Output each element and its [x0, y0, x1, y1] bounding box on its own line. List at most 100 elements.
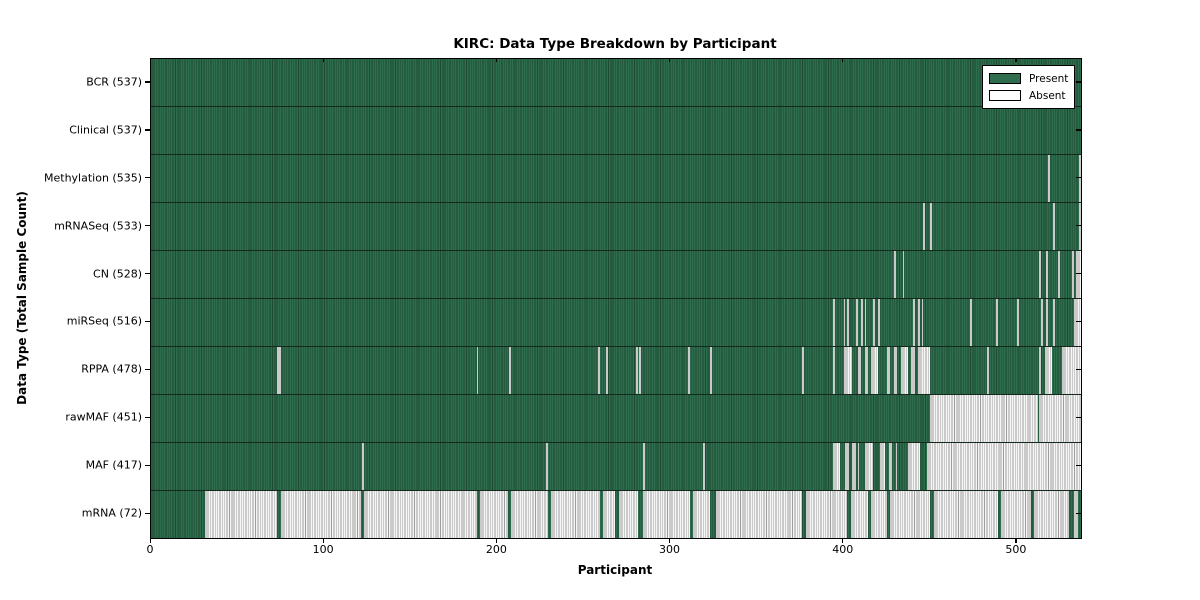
x-tick-mark — [495, 58, 498, 62]
absent-segment — [1079, 155, 1081, 202]
absent-segment — [987, 347, 990, 394]
legend-label-present: Present — [1029, 72, 1069, 85]
absent-segment — [887, 347, 891, 394]
absent-segment — [693, 491, 711, 538]
legend-entry-present: Present — [989, 70, 1068, 87]
absent-segment — [1039, 251, 1042, 298]
absent-segment — [913, 299, 915, 346]
absent-segment — [923, 203, 926, 250]
x-tick-mark — [1015, 58, 1017, 62]
y-axis-label: Data Type (Total Sample Count) — [15, 191, 29, 405]
y-tick-mark — [1076, 81, 1081, 83]
absent-segment — [902, 251, 905, 298]
absent-segment — [802, 347, 804, 394]
y-tick-mark — [145, 464, 150, 466]
absent-segment — [871, 347, 879, 394]
y-tick-label: Methylation (535) — [44, 171, 142, 185]
x-tick-label: 100 — [312, 543, 334, 556]
absent-segment — [1041, 299, 1043, 346]
absent-segment — [847, 299, 849, 346]
x-tick-mark — [495, 538, 498, 543]
y-tick-mark — [1076, 416, 1081, 418]
absent-segment — [603, 491, 616, 538]
absent-segment — [855, 299, 858, 346]
y-tick-label: mRNA (72) — [81, 506, 142, 520]
absent-segment — [873, 299, 875, 346]
y-tick-mark — [1076, 273, 1081, 275]
y-tick-mark — [1076, 225, 1081, 227]
absent-segment — [893, 347, 898, 394]
absent-segment — [933, 491, 998, 538]
absent-segment — [921, 299, 924, 346]
absent-segment — [930, 203, 933, 250]
y-tick-mark — [145, 273, 150, 275]
absent-swatch-icon — [989, 90, 1021, 101]
absent-segment — [1046, 251, 1049, 298]
row-CN — [151, 250, 1081, 298]
absent-segment — [1044, 347, 1052, 394]
y-tick-mark — [145, 129, 150, 131]
x-tick-label: 0 — [146, 543, 154, 556]
x-tick-mark — [1015, 538, 1017, 543]
absent-segment — [480, 491, 508, 538]
x-tick-label: 300 — [659, 543, 681, 556]
absent-segment — [864, 443, 874, 490]
absent-segment — [833, 299, 836, 346]
y-tick-label: rawMAF (451) — [65, 410, 142, 424]
absent-segment — [907, 443, 920, 490]
legend-entry-absent: Absent — [989, 87, 1068, 104]
row-rawMAF — [151, 394, 1081, 442]
row-mRNASeq — [151, 202, 1081, 250]
x-tick-mark — [322, 58, 324, 62]
row-Methylation — [151, 154, 1081, 202]
absent-segment — [1053, 299, 1055, 346]
y-tick-label: CN (528) — [93, 267, 142, 281]
absent-segment — [895, 443, 898, 490]
row-RPPA — [151, 346, 1081, 394]
x-axis-label: Participant — [577, 563, 653, 577]
y-tick-mark — [1076, 320, 1081, 323]
absent-segment — [551, 491, 600, 538]
absent-segment — [509, 347, 512, 394]
x-tick-mark — [842, 538, 844, 543]
y-tick-label: RPPA (478) — [81, 362, 142, 376]
absent-segment — [1001, 491, 1031, 538]
absent-segment — [1034, 491, 1069, 538]
absent-segment — [703, 443, 706, 490]
heatmap-rows — [151, 59, 1081, 538]
absent-segment — [1016, 299, 1019, 346]
absent-segment — [280, 491, 361, 538]
absent-segment — [850, 491, 868, 538]
absent-segment — [476, 347, 479, 394]
y-tick-mark — [145, 320, 150, 323]
y-tick-mark — [145, 368, 150, 371]
absent-segment — [1061, 347, 1081, 394]
absent-segment — [204, 491, 278, 538]
absent-segment — [805, 491, 848, 538]
y-tick-mark — [145, 81, 150, 83]
absent-segment — [364, 491, 477, 538]
absent-segment — [511, 491, 548, 538]
absent-segment — [833, 443, 841, 490]
absent-segment — [1046, 299, 1049, 346]
absent-segment — [845, 443, 849, 490]
x-tick-label: 500 — [1005, 543, 1027, 556]
absent-segment — [635, 347, 638, 394]
x-tick-mark — [669, 58, 671, 62]
absent-segment — [864, 347, 868, 394]
x-tick-label: 200 — [485, 543, 507, 556]
absent-segment — [843, 299, 846, 346]
absent-segment — [926, 443, 1081, 490]
absent-segment — [833, 347, 836, 394]
legend-label-absent: Absent — [1029, 89, 1066, 102]
absent-segment — [861, 299, 863, 346]
absent-segment — [606, 347, 609, 394]
absent-segment — [362, 443, 364, 490]
absent-segment — [1039, 395, 1081, 442]
y-tick-label: BCR (537) — [86, 75, 142, 89]
absent-segment — [843, 347, 853, 394]
absent-segment — [911, 347, 915, 394]
present-swatch-icon — [989, 73, 1021, 84]
absent-segment — [1053, 203, 1055, 250]
y-tick-label: mRNASeq (533) — [54, 219, 142, 233]
